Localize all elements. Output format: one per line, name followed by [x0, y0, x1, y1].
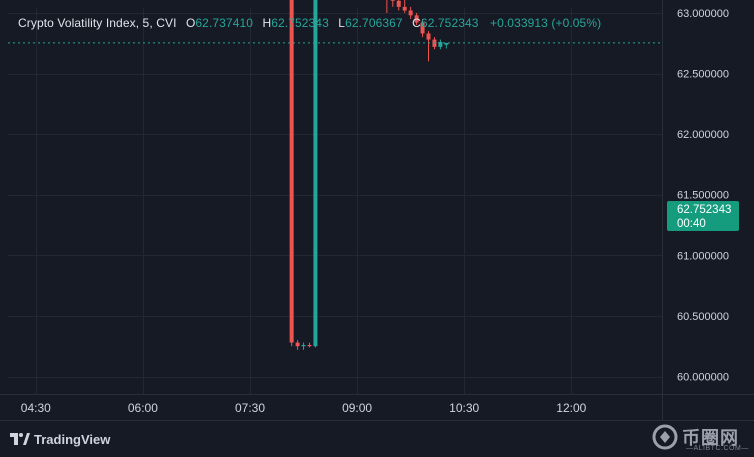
candle[interactable] [426, 31, 431, 62]
price-tick-label: 60.500000 [677, 311, 729, 323]
grid-lines [8, 8, 662, 394]
close-value: 62.752343 [420, 16, 479, 30]
high-label: H [262, 16, 272, 30]
candle[interactable] [289, 0, 294, 347]
close-label: C [412, 16, 421, 30]
candle[interactable] [295, 340, 300, 350]
last-price-tag: 62.752343 00:40 [667, 201, 739, 231]
price-tick-label: 62.000000 [677, 129, 729, 141]
price-tick-label: 63.000000 [677, 8, 729, 20]
candle-body [402, 6, 407, 11]
candle[interactable] [301, 342, 306, 350]
bar-countdown: 00:40 [677, 218, 706, 230]
candle-body [396, 0, 401, 7]
change-value: +0.033913 (+0.05%) [489, 16, 602, 30]
candles [289, 0, 449, 350]
watermark-text: 币圈网 [682, 428, 739, 448]
candle-body [414, 15, 419, 23]
candle[interactable] [444, 42, 449, 49]
time-tick-label: 09:00 [342, 401, 372, 415]
candle[interactable] [420, 18, 425, 38]
candle[interactable] [402, 0, 407, 13]
chart-legend: Crypto Volatility Index, 5, CVI O62.7374… [18, 16, 601, 30]
candle-body [295, 342, 300, 347]
time-tick-label: 12:00 [556, 401, 586, 415]
time-tick-label: 07:30 [235, 401, 265, 415]
price-tick-label: 61.500000 [677, 190, 729, 202]
tradingview-icon [10, 433, 30, 445]
high-value: 62.752343 [271, 16, 329, 30]
open-label: O [185, 16, 196, 30]
candle[interactable] [414, 12, 419, 26]
last-price-value: 62.752343 [677, 204, 732, 216]
candle[interactable] [390, 0, 395, 7]
candle-body [313, 0, 318, 347]
candle-body [420, 22, 425, 34]
watermark-subtext: —ALIBTC.COM— [686, 445, 749, 452]
candle-body [408, 10, 413, 16]
candlestick-chart[interactable]: 60.000000 60.500000 61.000000 61.500000 62.0… [0, 0, 754, 420]
site-watermark: 币圈网 —ALIBTC.COM— [650, 418, 754, 456]
price-tick-label: 60.000000 [677, 372, 729, 384]
time-tick-label: 06:00 [128, 401, 158, 415]
candle[interactable] [438, 39, 443, 50]
candle-body [390, 0, 395, 1]
low-value: 62.706367 [345, 16, 403, 30]
candle-body [444, 42, 449, 45]
candle-body [307, 344, 312, 347]
footer-bar: TradingView [0, 420, 754, 457]
low-label: L [338, 16, 346, 30]
candle[interactable] [408, 6, 413, 19]
time-tick-label: 10:30 [449, 401, 479, 415]
symbol-title: Crypto Volatility Index, 5, CVI [18, 16, 177, 30]
watermark-logo-icon [652, 424, 678, 450]
candle[interactable] [396, 0, 401, 11]
tradingview-logo[interactable]: TradingView [10, 431, 110, 447]
candle[interactable] [307, 342, 312, 348]
price-axis: 60.000000 60.500000 61.000000 61.500000 62.0… [662, 0, 729, 420]
brand-name: TradingView [34, 431, 111, 447]
open-value: 62.737410 [195, 16, 254, 30]
price-tick-label: 61.000000 [677, 250, 729, 262]
candle[interactable] [313, 0, 318, 348]
candle-body [301, 344, 306, 347]
time-axis: 04:30 06:00 07:30 09:00 10:30 12:00 [0, 394, 754, 415]
candle-body [426, 33, 431, 40]
candle-body [289, 0, 294, 343]
price-tick-label: 62.500000 [677, 69, 729, 81]
candle-body [438, 41, 443, 47]
time-tick-label: 04:30 [21, 401, 51, 415]
